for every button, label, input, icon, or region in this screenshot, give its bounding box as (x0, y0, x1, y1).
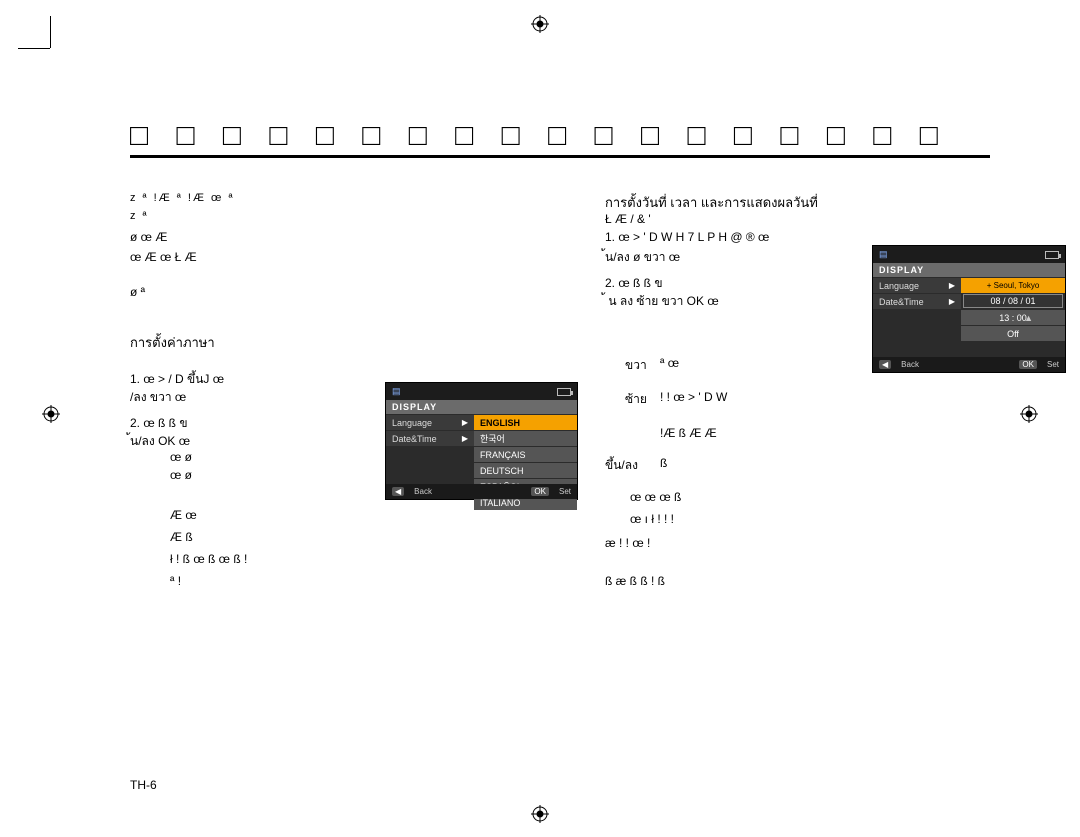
left-tail-6: ª ! (170, 574, 570, 588)
left-tail-1: œ ø (170, 450, 370, 464)
battery-icon (1045, 251, 1059, 259)
chevron-right-icon: ▶ (462, 418, 468, 427)
osd-menu-icon: ▤ (879, 249, 888, 260)
osd-option-deutsch[interactable]: DEUTSCH (474, 462, 577, 478)
left-step-2b: ้น/ลง OK œ (130, 432, 380, 451)
left-tail-2: œ ø (170, 468, 370, 482)
osd-datetime-menu: ▤ DISPLAY Language ▶ Date&Time ▶ ▲ + Seoul… (872, 245, 1066, 373)
osd-row-language[interactable]: Language ▶ (386, 414, 474, 430)
right-step-2b: ้ น ลง ซ้าย ขวา OK œ (605, 292, 865, 311)
footer-back-label: Back (901, 360, 919, 369)
battery-icon (557, 388, 571, 396)
left-body-2: œ Æ œ Ł Æ (130, 250, 570, 264)
osd-option-english[interactable]: ENGLISH (474, 414, 577, 430)
left-step-1b: /ลง ขวา œ (130, 388, 380, 407)
left-tail-4: Æ ß (170, 530, 570, 544)
footer-back-label: Back (414, 487, 432, 496)
right-tail-7: æ ! ! œ ! (605, 536, 1035, 550)
osd-language-menu: ▤ DISPLAY Language ▶ Date&Time ▶ ENGLISH 한… (385, 382, 578, 500)
osd-row-datetime[interactable]: Date&Time ▶ (386, 430, 474, 446)
right-step-2: 2. œ ß ß ข (605, 274, 865, 293)
osd-value-date[interactable]: 08 / 08 / 01 (963, 294, 1063, 308)
right-tail-3: !Æ ß Æ Æ (660, 426, 1080, 440)
osd-menu-icon: ▤ (392, 386, 401, 397)
osd-option-francais[interactable]: FRANÇAIS (474, 446, 577, 462)
footer-set-label: Set (1047, 360, 1059, 369)
right-tail-8: ß æ ß ß ! ß (605, 574, 1080, 588)
page: □ □ □ □ □ □ □ □ □ □ □ □ □ □ □ □ □ □ z ª … (50, 30, 1030, 810)
right-tail-6: œ ı ł ! ! ! (630, 512, 1060, 526)
right-tail-2: ! ! œ > ' D W (660, 390, 1080, 404)
osd-row-datetime[interactable]: Date&Time ▶ (873, 293, 961, 309)
osd-value-off[interactable]: Off (961, 325, 1065, 341)
intro-line-2: z ª (130, 210, 149, 222)
page-number: TH-6 (130, 778, 157, 792)
osd-footer: ◀ Back OK Set (873, 357, 1065, 372)
right-step-1b: ้น/ลง ø ขวา œ (605, 248, 865, 267)
osd-footer: ◀ Back OK Set (386, 484, 577, 499)
osd-section-header: DISPLAY (873, 263, 1065, 277)
right-section-title: การตั้งวันที่ เวลา และการแสดงผลวันที่ (605, 192, 818, 213)
osd-row-label: Language (392, 418, 432, 428)
left-section-title: การตั้งค่าภาษา (130, 332, 215, 353)
osd-value-timezone[interactable]: + Seoul, Tokyo (961, 277, 1065, 293)
up-arrow-icon: ▲ (1024, 313, 1033, 323)
footer-set-label: Set (559, 487, 571, 496)
intro-line-1: z ª !Æ ª !Æ œ ª (130, 192, 235, 204)
left-body-3: ø ª (130, 285, 570, 299)
chevron-right-icon: ▶ (949, 297, 955, 306)
osd-section-header: DISPLAY (386, 400, 577, 414)
crop-mark-h (18, 48, 50, 49)
left-tail-3: Æ œ (170, 508, 570, 522)
chevron-right-icon: ▶ (949, 281, 955, 290)
right-body-0: Ł Æ / & ' (605, 212, 865, 226)
heading-glyphs: □ □ □ □ □ □ □ □ □ □ □ □ □ □ □ □ □ □ (130, 119, 948, 153)
right-label-1: ขวา (625, 356, 647, 375)
osd-row-language[interactable]: Language ▶ (873, 277, 961, 293)
left-step-2: 2. œ ß ß ข (130, 414, 380, 433)
page-heading: □ □ □ □ □ □ □ □ □ □ □ □ □ □ □ □ □ □ (130, 122, 990, 158)
right-tail-5: œ œ œ ß (630, 490, 1060, 504)
left-step-1: 1. œ > / D ขึ้นJ œ (130, 370, 380, 389)
ok-key: OK (1019, 360, 1037, 369)
right-step-1: 1. œ > ' D W H 7 L P H @ ® œ (605, 230, 865, 244)
osd-titlebar: ▤ (873, 246, 1065, 263)
left-body-1: ø œ Æ (130, 230, 570, 244)
back-key-icon: ◀ (392, 487, 404, 496)
back-key-icon: ◀ (879, 360, 891, 369)
osd-row-label: Date&Time (392, 434, 437, 444)
chevron-right-icon: ▶ (462, 434, 468, 443)
right-label-2: ซ้าย (625, 390, 647, 409)
right-label-3: ขึ้น/ลง (605, 456, 638, 475)
osd-row-label: Date&Time (879, 297, 924, 307)
right-tail-4: ß (660, 456, 1070, 470)
osd-titlebar: ▤ (386, 383, 577, 400)
osd-value-time[interactable]: 13 : 00 (961, 309, 1065, 325)
ok-key: OK (531, 487, 549, 496)
osd-row-label: Language (879, 281, 919, 291)
left-tail-5: ł ! ß œ ß œ ß ! (170, 552, 590, 566)
osd-option-korean[interactable]: 한국어 (474, 430, 577, 446)
